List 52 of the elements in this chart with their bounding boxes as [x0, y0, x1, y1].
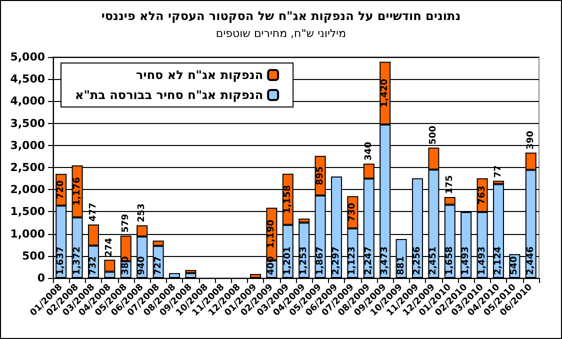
- data-label: 2,124: [494, 246, 504, 275]
- data-label: 730: [348, 202, 358, 222]
- chart-title: נתונים חודשיים על הנפקות אג"ח של הסקטור העסקי הלא פיננסי: [101, 9, 461, 23]
- data-label: 1,658: [444, 246, 455, 275]
- y-tick-label: 2,500: [10, 161, 46, 174]
- y-tick-label: 500: [22, 249, 46, 262]
- y-tick-label: 1,500: [10, 205, 46, 218]
- y-tick-label: 3,000: [10, 138, 46, 152]
- y-tick-label: 0: [37, 272, 46, 284]
- y-tick-label: 4,500: [10, 72, 46, 86]
- data-label: 1,420: [380, 78, 390, 108]
- data-label: 540: [510, 256, 520, 275]
- data-label: 2,256: [412, 246, 422, 275]
- chart-subtitle: מיליוני ש"ח, מחירים שוטפים: [216, 27, 346, 40]
- data-label: 1,867: [315, 246, 326, 275]
- bar: [250, 274, 261, 278]
- data-label: 2,446: [526, 246, 536, 275]
- bar: [185, 273, 196, 278]
- data-label: 732: [88, 256, 98, 275]
- data-label: 940: [137, 256, 148, 275]
- data-label: 1,637: [56, 246, 66, 275]
- data-label: 175: [444, 175, 455, 194]
- data-label: 895: [315, 166, 326, 186]
- y-tick-label: 2,000: [10, 183, 46, 196]
- data-label: 1,493: [461, 246, 472, 275]
- legend-label: הנפקות אג"ח סחיר בבורסה בת"א: [74, 88, 264, 102]
- y-tick-label: 5,000: [10, 50, 46, 64]
- data-label: 2,247: [364, 246, 374, 275]
- data-label: 500: [428, 126, 439, 145]
- data-label: 1,158: [282, 185, 293, 214]
- data-label: 579: [120, 214, 131, 233]
- data-label: 720: [56, 180, 66, 200]
- y-tick-label: 4,000: [10, 94, 46, 108]
- data-label: 1,372: [72, 246, 82, 275]
- data-label: 3,473: [380, 246, 390, 275]
- bar: [169, 273, 180, 278]
- data-label: 727: [153, 256, 164, 275]
- y-tick-label: 3,500: [10, 116, 46, 130]
- data-label: 1,123: [348, 246, 358, 275]
- y-tick-label: 1,000: [10, 227, 46, 240]
- data-label: 1,176: [72, 177, 82, 206]
- data-label: 2,451: [428, 246, 439, 275]
- data-label: 881: [396, 256, 406, 275]
- data-label: 1,493: [477, 246, 488, 275]
- data-label: 2,297: [332, 246, 342, 275]
- legend-label: הנפקות אג"ח לא סחיר: [136, 68, 264, 82]
- data-label: 1,201: [282, 246, 293, 275]
- data-label: 340: [364, 142, 374, 161]
- data-label: 763: [477, 186, 488, 205]
- data-label: 1,190: [266, 220, 277, 248]
- data-label: 1,253: [299, 246, 310, 275]
- data-label: 274: [104, 238, 115, 257]
